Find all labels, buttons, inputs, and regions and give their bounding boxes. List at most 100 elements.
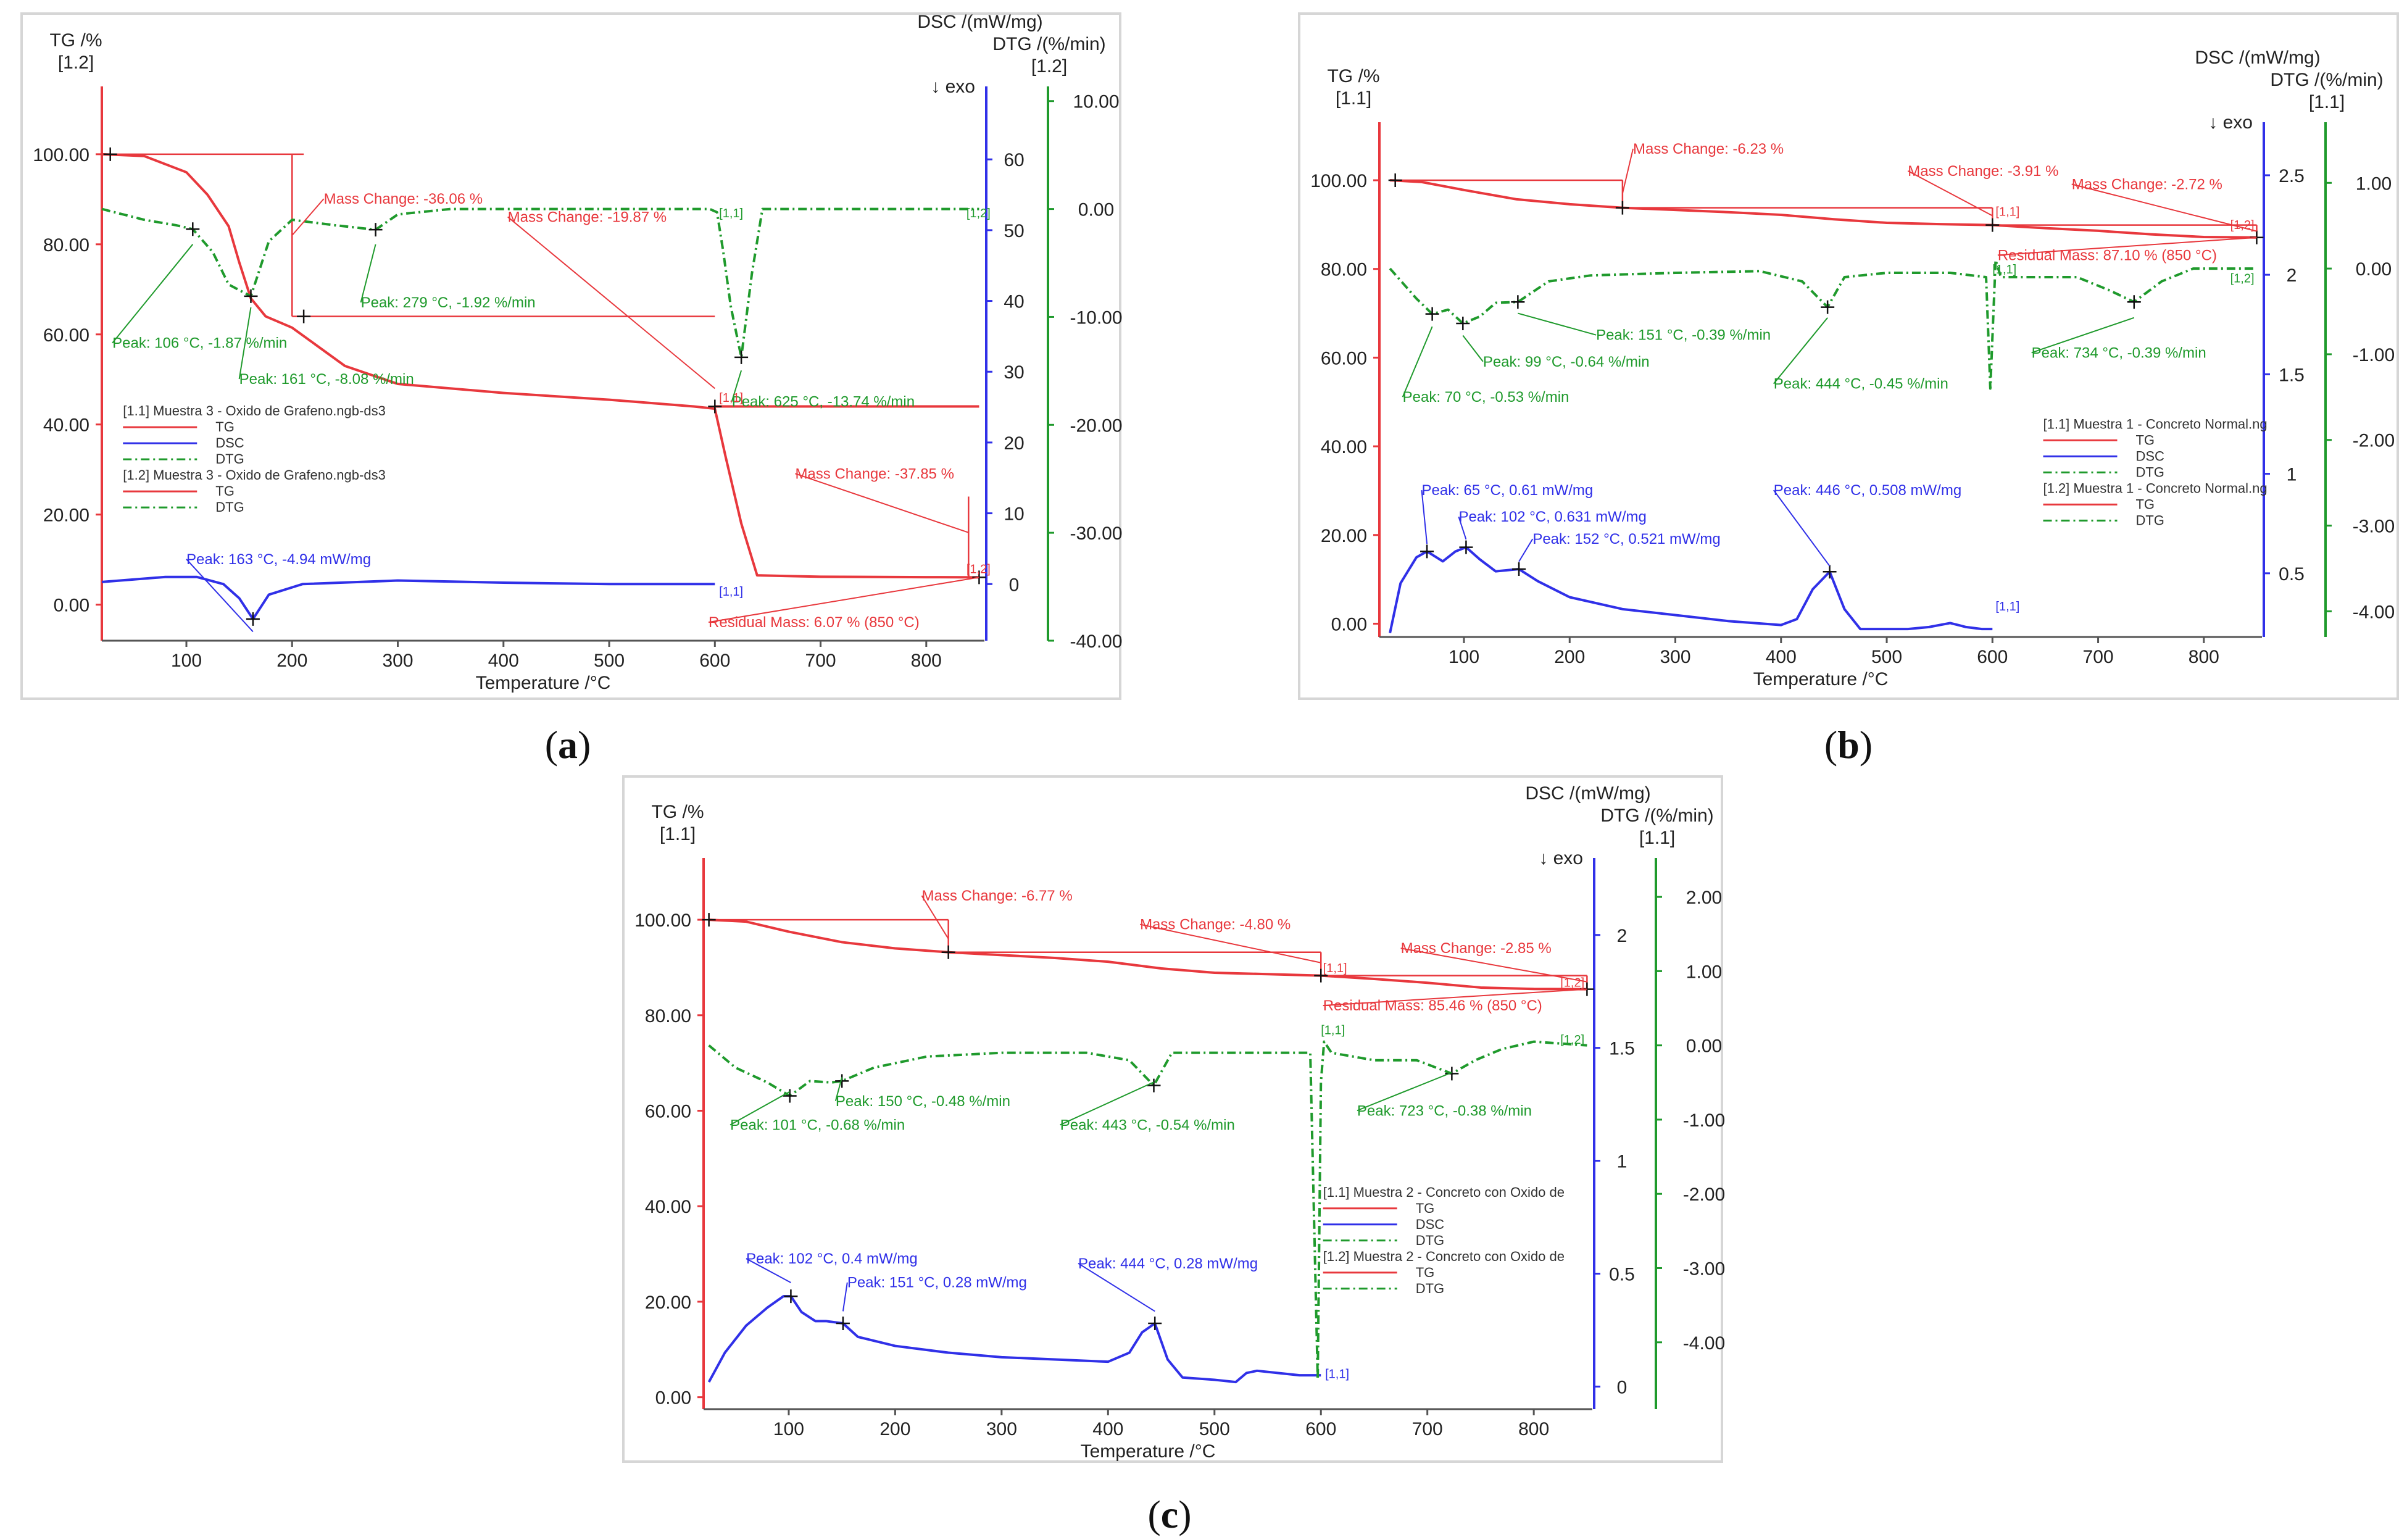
legend-header: [1.2] Muestra 3 - Oxido de Grafeno.ngb-d… [123, 467, 386, 483]
annotation-label: Peak: 150 °C, -0.48 %/min [836, 1093, 1010, 1110]
annotation-leader [291, 198, 325, 236]
x-tick-label: 200 [276, 651, 307, 671]
peak-marker [2127, 295, 2141, 309]
series-tg-line [709, 918, 1587, 991]
peak-marker [1985, 218, 2000, 232]
series-dtg-line [1389, 259, 2257, 390]
series-dsc-line [101, 575, 715, 620]
dsc-tick-label: 1.5 [2279, 365, 2305, 385]
annotation-label: Peak: 443 °C, -0.54 %/min [1060, 1117, 1235, 1133]
dtg-tick-label: -10.00 [1070, 307, 1122, 328]
legend-entry-label: DTG [1416, 1233, 1444, 1248]
tg-tick-label: 100.00 [33, 145, 89, 165]
segment-tag: [1,2] [2230, 219, 2255, 232]
series-tg-line [1390, 179, 2257, 239]
annotation-leader [1357, 1072, 1452, 1112]
dsc-tick-label: 0.5 [2279, 564, 2305, 585]
exo-direction-label: ↓ exo [1539, 848, 1583, 868]
annotation-leader [730, 1091, 791, 1126]
subfigure-caption: (c) [1147, 1492, 1191, 1536]
tg-axis-title: TG /% [651, 802, 704, 822]
legend-header: [1.2] Muestra 1 - Concreto Normal.ng [2043, 480, 2267, 496]
x-tick-label: 400 [488, 651, 519, 671]
tg-tick-label: 100.00 [1310, 171, 1367, 191]
dsc-tick-label: 30 [1004, 362, 1024, 383]
dtg-tick-label: 0.00 [2356, 259, 2392, 280]
dtg-tick-label: -3.00 [2353, 517, 2395, 537]
x-tick-label: 300 [986, 1419, 1017, 1439]
exo-direction-label: ↓ exo [931, 77, 975, 97]
dtg-tick-label: -2.00 [2353, 431, 2395, 451]
dtg-axis-title: DTG /(%/min) [1600, 805, 1713, 826]
peak-marker [972, 570, 986, 585]
dtg-tick-label: 0.00 [1686, 1036, 1722, 1057]
annotation-leader [1773, 489, 1831, 567]
dsc-tick-label: 60 [1004, 150, 1024, 170]
dsc-tick-label: 40 [1004, 292, 1024, 312]
annotation-leader [186, 559, 254, 633]
peak-marker [186, 222, 200, 236]
chart-panel-a: 100 200 300 400 500 600 700 8000.0020.0040.0060… [20, 12, 1123, 767]
dtg-tick-label: -20.00 [1070, 415, 1122, 436]
x-tick-label: 200 [879, 1419, 910, 1439]
dsc-tick-label: 2.5 [2279, 166, 2305, 186]
subfigure-caption: (b) [1824, 723, 1873, 767]
tg-tick-label: 40.00 [43, 415, 89, 436]
legend-entry-label: TG [2135, 496, 2155, 512]
peak-marker [1445, 1067, 1459, 1081]
x-tick-label: 700 [2083, 647, 2114, 667]
legend-entry-label: TG [215, 483, 235, 499]
tg-tick-label: 60.00 [1321, 348, 1367, 368]
subfigure-letter: a [558, 723, 578, 767]
dtg-segment-label: [1.2] [1031, 56, 1067, 77]
annotation-label: Mass Change: -19.87 % [508, 209, 667, 225]
legend-header: [1.1] Muestra 2 - Concreto con Oxido de [1323, 1184, 1565, 1200]
dtg-tick-label: -3.00 [1683, 1259, 1725, 1279]
dtg-tick-label: 1.00 [2356, 173, 2392, 194]
peak-marker [1821, 300, 1835, 314]
dsc-tick-label: 1 [1617, 1152, 1628, 1172]
tg-tick-label: 0.00 [655, 1388, 691, 1409]
panel-frame [1298, 12, 2399, 700]
dtg-tick-label: -1.00 [1683, 1110, 1725, 1131]
annotation-leader [746, 1258, 791, 1283]
subfigure-caption: (a) [545, 723, 591, 767]
annotation-label: Peak: 151 °C, -0.39 %/min [1596, 327, 1771, 344]
segment-tag: [1,1] [1323, 962, 1347, 975]
peak-marker [835, 1074, 849, 1088]
segment-tag: [1,1] [719, 391, 743, 405]
x-tick-label: 700 [805, 651, 836, 671]
annotation-leader [1518, 538, 1534, 562]
x-tick-label: 500 [1199, 1419, 1230, 1439]
annotation-label: Peak: 444 °C, 0.28 mW/mg [1078, 1255, 1258, 1272]
subfigure-letter: b [1837, 723, 1860, 767]
annotation-label: Mass Change: -2.85 % [1401, 940, 1552, 957]
dtg-segment-label: [1.1] [1639, 828, 1675, 848]
annotation-leader [1462, 335, 1484, 362]
tg-tick-label: 100.00 [634, 910, 691, 931]
legend-entry-label: DTG [215, 451, 244, 467]
annotation-leader [1139, 923, 1321, 964]
peak-marker [1459, 540, 1473, 554]
annotation-label: Peak: 163 °C, -4.94 mW/mg [186, 551, 371, 568]
segment-tag: [1,1] [719, 207, 743, 220]
panel-frame [622, 775, 1723, 1463]
segment-tag: [1,1] [1325, 1368, 1349, 1381]
annotation-leader [1323, 988, 1587, 1007]
x-tick-label: 400 [1092, 1419, 1123, 1439]
tg-tick-label: 40.00 [1321, 437, 1367, 457]
peak-marker [1512, 562, 1526, 576]
dsc-tick-label: 0 [1009, 575, 1020, 595]
annotation-label: Peak: 65 °C, 0.61 mW/mg [1422, 482, 1594, 499]
annotation-leader [238, 307, 252, 380]
annotation-leader [731, 370, 742, 402]
annotation-label: Peak: 723 °C, -0.38 %/min [1357, 1102, 1532, 1119]
series-dsc-line [707, 1295, 1321, 1384]
annotation-leader [921, 895, 949, 939]
annotation-label: Peak: 151 °C, 0.28 mW/mg [847, 1275, 1027, 1291]
annotation-leader [795, 473, 969, 533]
annotation-leader [2031, 317, 2135, 354]
legend-entry-label: TG [215, 419, 235, 435]
annotation-label: Mass Change: -36.06 % [324, 191, 483, 207]
